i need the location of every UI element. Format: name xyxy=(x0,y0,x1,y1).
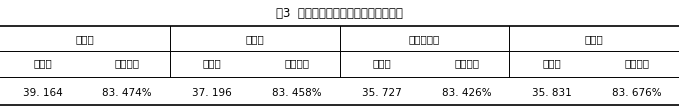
Text: 标准差: 标准差 xyxy=(373,59,391,69)
Text: 变异系数: 变异系数 xyxy=(454,59,479,69)
Text: 37. 196: 37. 196 xyxy=(192,88,232,98)
Text: 83. 426%: 83. 426% xyxy=(442,88,492,98)
Text: 变异系数: 变异系数 xyxy=(285,59,310,69)
Text: 变异系数: 变异系数 xyxy=(624,59,649,69)
Text: 表3  几种测量方法的标准差和变异系数: 表3 几种测量方法的标准差和变异系数 xyxy=(276,7,403,20)
Text: 83. 458%: 83. 458% xyxy=(272,88,322,98)
Text: 35. 727: 35. 727 xyxy=(362,88,402,98)
Text: 回归分析法: 回归分析法 xyxy=(409,34,440,44)
Text: 标准差: 标准差 xyxy=(203,59,221,69)
Text: 变异系数: 变异系数 xyxy=(115,59,140,69)
Text: 标准差: 标准差 xyxy=(543,59,561,69)
Text: 系数法: 系数法 xyxy=(75,34,94,44)
Text: 仪器法: 仪器法 xyxy=(585,34,604,44)
Text: 方格法: 方格法 xyxy=(245,34,264,44)
Text: 83. 474%: 83. 474% xyxy=(103,88,152,98)
Text: 35. 831: 35. 831 xyxy=(532,88,572,98)
Text: 标准差: 标准差 xyxy=(33,59,52,69)
Text: 39. 164: 39. 164 xyxy=(22,88,62,98)
Text: 83. 676%: 83. 676% xyxy=(612,88,661,98)
